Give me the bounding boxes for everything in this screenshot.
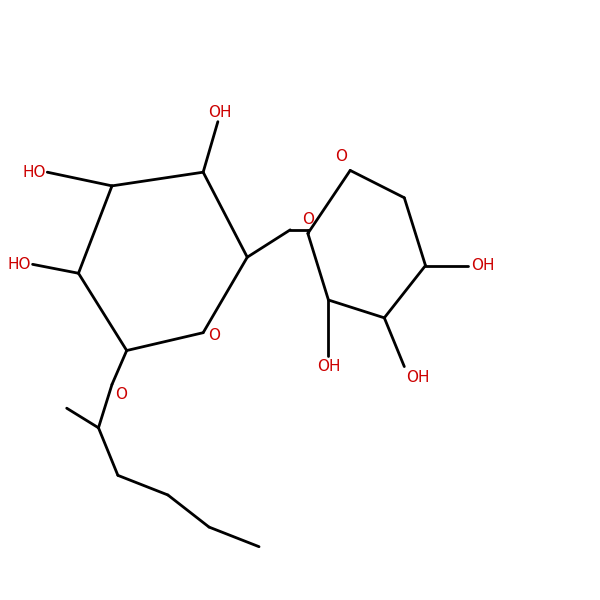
Text: OH: OH	[208, 106, 232, 121]
Text: OH: OH	[406, 370, 430, 385]
Text: HO: HO	[22, 164, 46, 179]
Text: O: O	[335, 149, 347, 164]
Text: O: O	[208, 328, 220, 343]
Text: OH: OH	[471, 258, 494, 273]
Text: O: O	[115, 388, 127, 403]
Text: O: O	[302, 212, 314, 227]
Text: HO: HO	[7, 257, 31, 272]
Text: OH: OH	[317, 359, 340, 374]
